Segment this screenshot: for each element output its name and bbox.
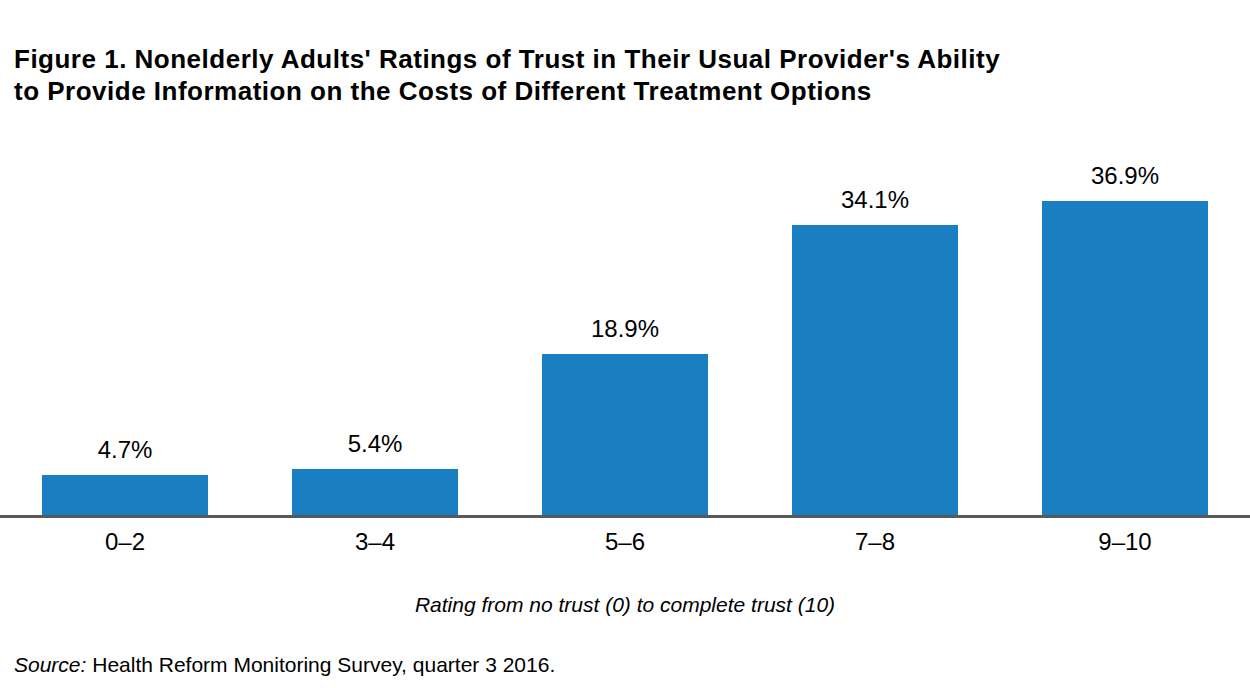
bar-value-label: 5.4% — [348, 430, 403, 458]
bar-group: 5.4% — [250, 430, 500, 515]
bar — [292, 469, 458, 515]
chart-title: Figure 1. Nonelderly Adults' Ratings of … — [14, 43, 1236, 107]
chart-title-line-1: Figure 1. Nonelderly Adults' Ratings of … — [14, 43, 1236, 75]
bar — [1042, 201, 1208, 515]
bar-group: 4.7% — [0, 436, 250, 515]
x-tick-row: 0–23–45–67–89–10 — [0, 528, 1250, 556]
source-note-text: Health Reform Monitoring Survey, quarter… — [86, 653, 555, 676]
x-tick-label: 7–8 — [750, 528, 1000, 556]
figure-1-bar-chart: 4.7% 5.4% 18.9% 34.1% 36.9% 0–23–45–67–8… — [0, 0, 1250, 688]
x-axis-caption: Rating from no trust (0) to complete tru… — [0, 592, 1250, 618]
bar-group: 18.9% — [500, 315, 750, 515]
bar — [792, 225, 958, 516]
bar-value-label: 4.7% — [98, 436, 153, 464]
bar — [42, 475, 208, 515]
x-tick-label: 9–10 — [1000, 528, 1250, 556]
source-note-prefix: Source: — [14, 653, 86, 676]
x-tick-label: 3–4 — [250, 528, 500, 556]
source-note: Source: Health Reform Monitoring Survey,… — [14, 652, 555, 678]
bar-value-label: 36.9% — [1091, 162, 1159, 190]
bar-group: 34.1% — [750, 186, 1000, 516]
bar-value-label: 18.9% — [591, 315, 659, 343]
x-tick-label: 5–6 — [500, 528, 750, 556]
bar — [542, 354, 708, 515]
chart-title-line-2: to Provide Information on the Costs of D… — [14, 75, 1236, 107]
bar-value-label: 34.1% — [841, 186, 909, 214]
bar-group: 36.9% — [1000, 162, 1250, 515]
x-tick-label: 0–2 — [0, 528, 250, 556]
